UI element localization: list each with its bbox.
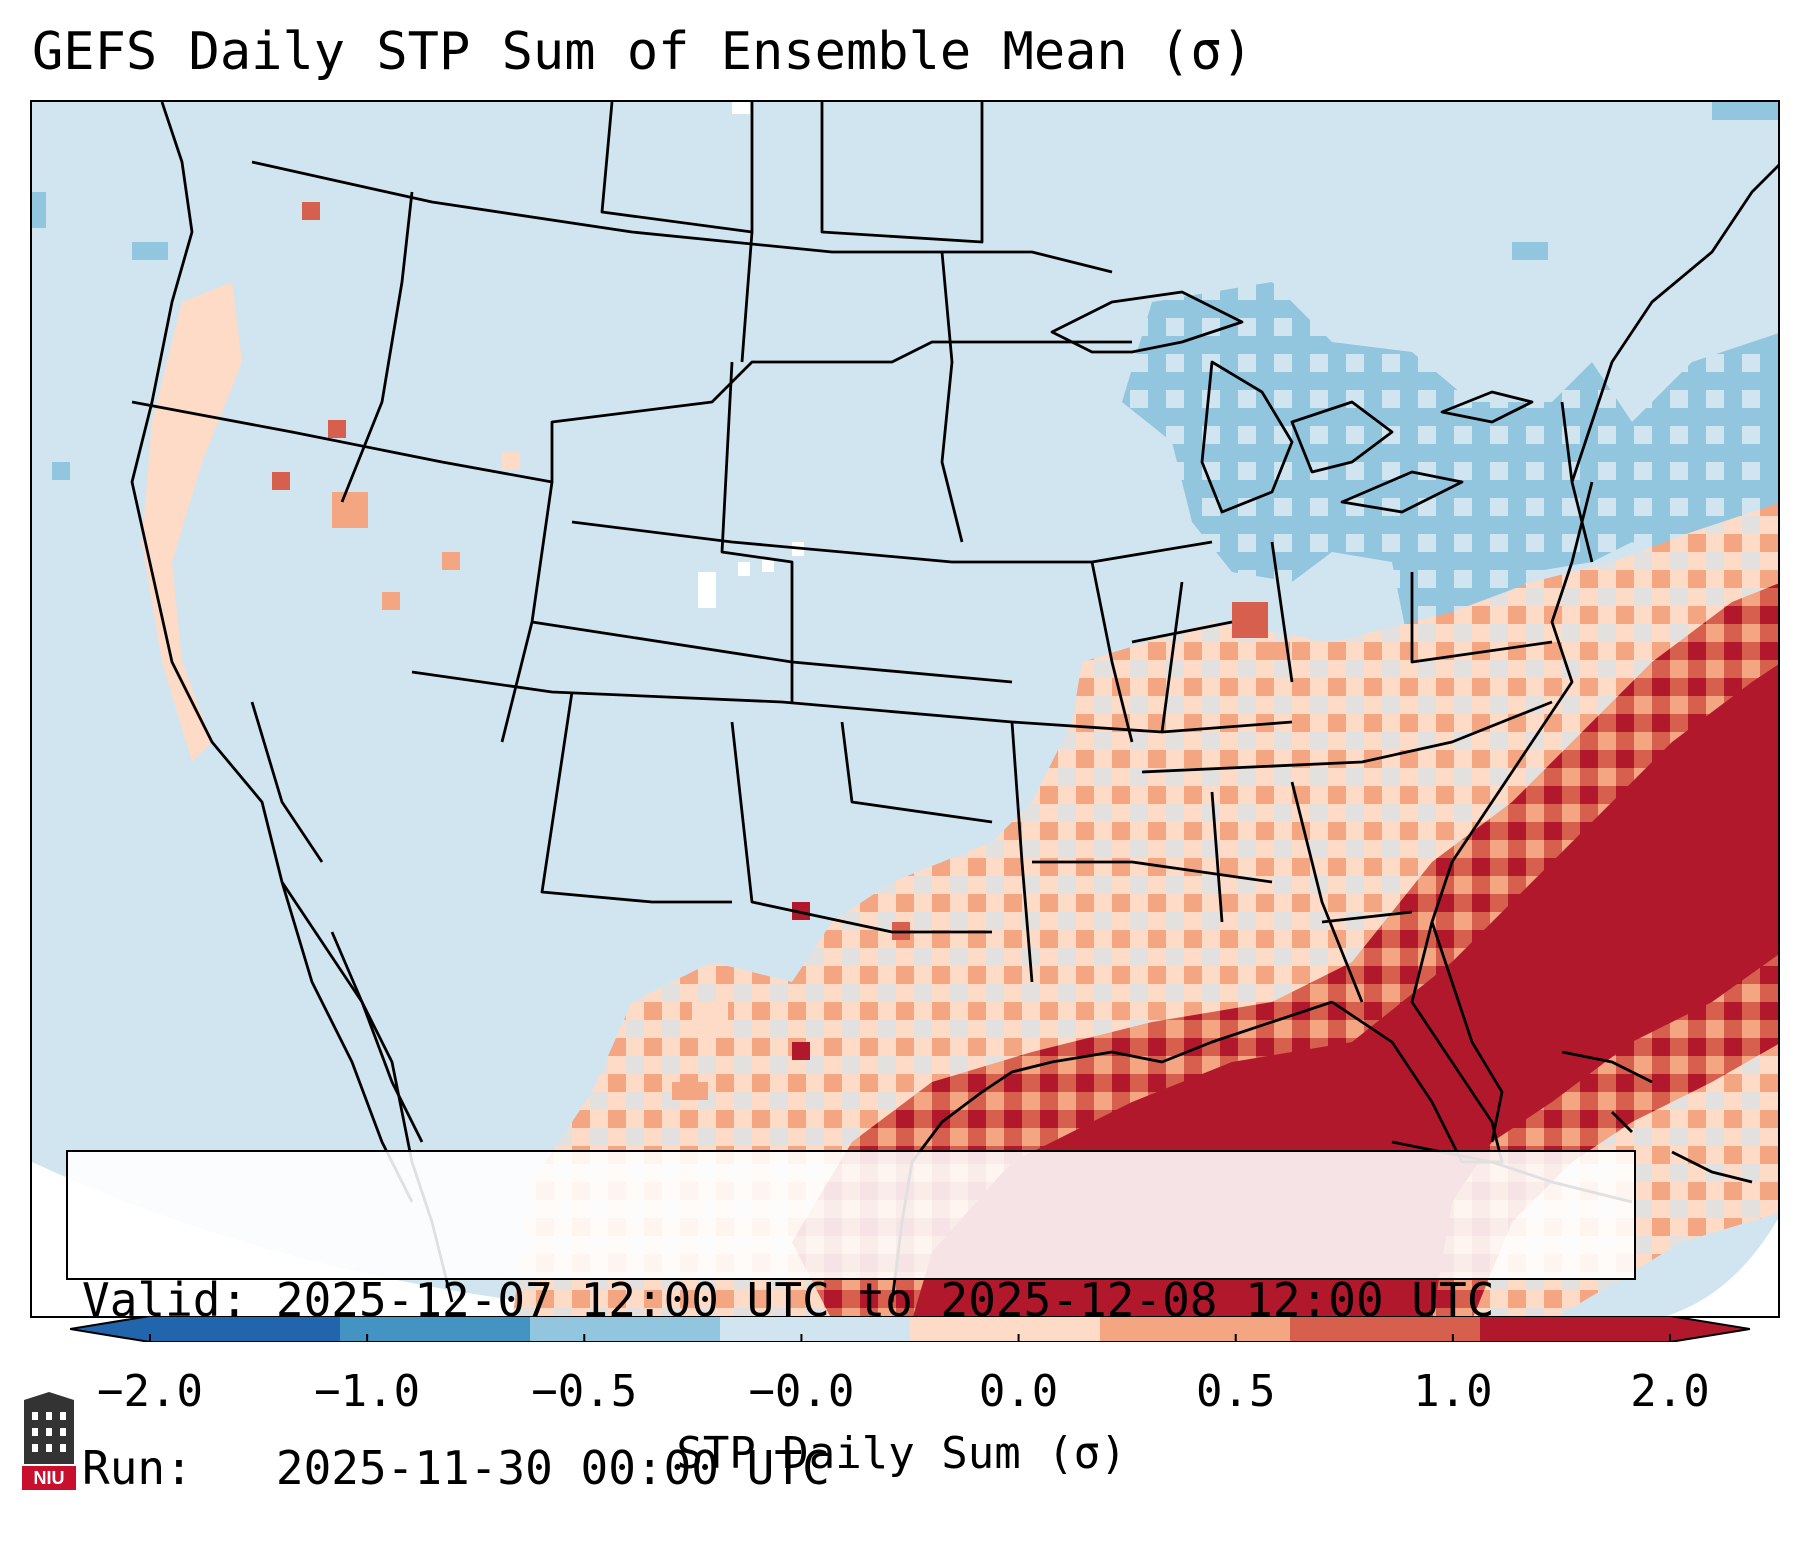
run-time: 2025-11-30 00:00 UTC (275, 1441, 830, 1495)
blue-isolated-cells (32, 102, 1778, 480)
boundaries (130, 102, 1778, 1303)
colorbar-segment (150, 1316, 341, 1342)
colorbar (70, 1316, 1750, 1342)
run-line: Run: 2025-11-30 00:00 UTC (82, 1440, 1620, 1496)
stp-map (30, 100, 1780, 1318)
logo-banner (22, 1466, 76, 1490)
gulf-atlantic-strong-positive (792, 583, 1778, 1316)
colorbar-tick-label: 0.0 (978, 1366, 1059, 1417)
colorbar-tick-label: −2.0 (97, 1366, 203, 1417)
niu-logo: NIU (22, 1392, 76, 1490)
colorbar-under-arrow (70, 1316, 150, 1342)
valid-run-info-box: Valid: 2025-12-07 12:00 UTC to 2025-12-0… (66, 1150, 1636, 1495)
missing-data-cells (698, 102, 804, 608)
great-lakes-negative-anomaly (1122, 282, 1778, 662)
colorbar-segment (340, 1316, 531, 1342)
colorbar-segment (910, 1316, 1101, 1342)
map-canvas (32, 102, 1778, 1316)
colorbar-tick-label: −1.0 (314, 1366, 421, 1417)
projection-edge-right (1666, 1218, 1778, 1316)
west-coast-weak-positive (142, 282, 242, 762)
colorbar-tick-label: 2.0 (1630, 1366, 1710, 1417)
run-label: Run: (82, 1441, 193, 1495)
colorbar-segment (1290, 1316, 1481, 1342)
logo-text: NIU (34, 1468, 65, 1488)
colorbar-segment (1480, 1316, 1671, 1342)
colorbar-segment (1100, 1316, 1291, 1342)
scattered-anomaly-cells (272, 202, 1290, 1100)
chart-title: GEFS Daily STP Sum of Ensemble Mean (σ) (32, 22, 1253, 82)
colorbar-tick-label: −0.0 (748, 1366, 855, 1417)
colorbar-label: STP Daily Sum (σ) (676, 1428, 1127, 1479)
colorbar-segment (720, 1316, 911, 1342)
colorbar-segment (530, 1316, 721, 1342)
colorbar-tick-label: −0.5 (531, 1366, 638, 1417)
colorbar-tick-label: 1.0 (1413, 1366, 1493, 1417)
colorbar-tick-label: 0.5 (1195, 1366, 1276, 1417)
colorbar-over-arrow (1670, 1316, 1750, 1342)
